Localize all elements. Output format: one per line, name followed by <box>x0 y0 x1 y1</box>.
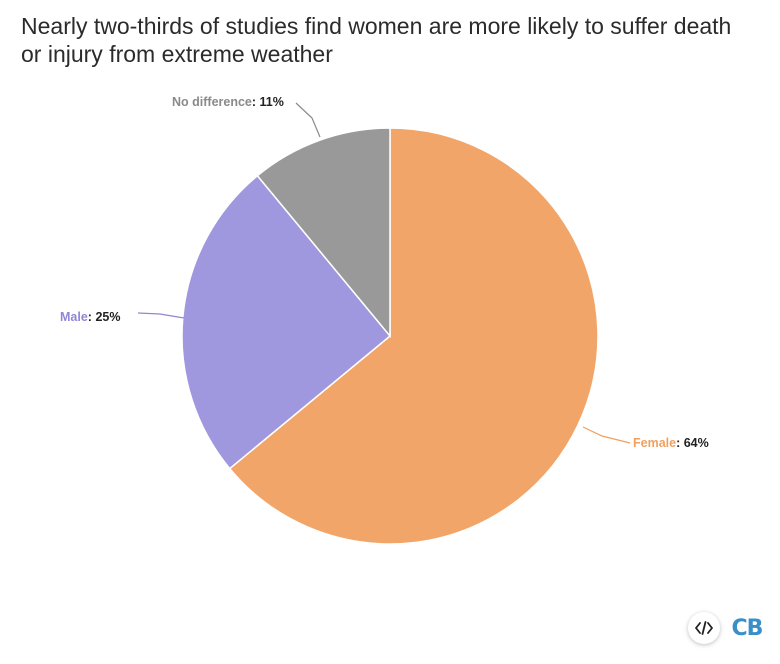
slice-label-category: No difference <box>172 95 252 109</box>
leader-line-male <box>137 312 185 319</box>
slice-label-separator: : <box>88 310 96 324</box>
slice-label-separator: : <box>252 95 260 109</box>
code-embed-icon <box>695 621 713 635</box>
slice-label-category: Male <box>60 310 88 324</box>
slice-label-category: Female <box>633 436 676 450</box>
leader-line-no-difference <box>295 102 321 138</box>
slice-label-female: Female: 64% <box>633 436 709 450</box>
slice-label-no-difference: No difference: 11% <box>172 95 284 109</box>
slice-label-value: 64% <box>684 436 709 450</box>
embed-button[interactable] <box>688 612 720 644</box>
chart-title: Nearly two-thirds of studies find women … <box>21 13 732 67</box>
pie-slice-female[interactable] <box>228 127 599 545</box>
slice-label-separator: : <box>676 436 684 450</box>
pie-slice-male[interactable] <box>181 174 392 470</box>
leader-lines <box>137 102 631 444</box>
slice-label-value: 25% <box>95 310 120 324</box>
slice-labels: Female: 64% Male: 25% No difference: 11% <box>60 95 709 450</box>
carbon-brief-logo: CB <box>731 615 764 641</box>
slice-label-value: 11% <box>260 95 284 109</box>
slice-label-male: Male: 25% <box>60 310 120 324</box>
pie-slice-no-difference[interactable] <box>256 127 391 339</box>
pie-slices <box>181 127 599 545</box>
leader-line-female <box>582 426 631 444</box>
